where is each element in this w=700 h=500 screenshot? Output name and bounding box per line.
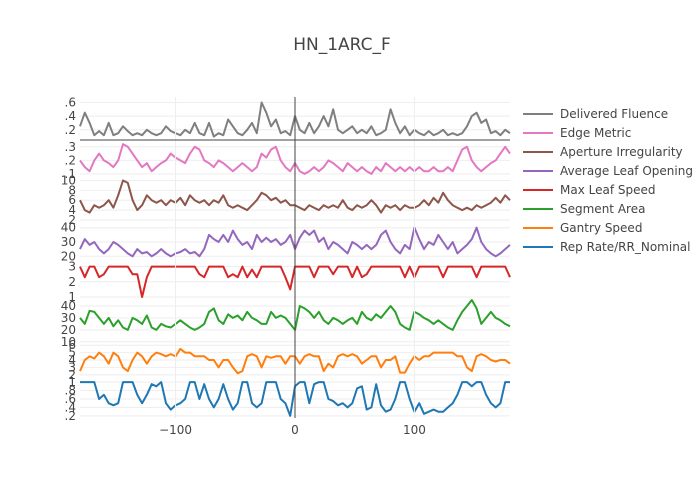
legend-item[interactable]: Aperture Irregularity	[523, 145, 683, 159]
y-tick-label: 4	[68, 203, 76, 217]
y-tick-label: 4	[68, 353, 76, 367]
legend-label: Max Leaf Speed	[560, 183, 656, 197]
y-tick-label: 20	[61, 323, 76, 337]
y-tick-label: 30	[61, 235, 76, 249]
x-tick-label: 0	[291, 423, 299, 437]
legend[interactable]: Delivered Fluence Edge Metric Aperture Irr…	[523, 107, 693, 254]
y-tick-label: 40	[61, 299, 76, 313]
legend-label: Delivered Fluence	[560, 107, 668, 121]
legend-label: Gantry Speed	[560, 221, 642, 235]
panel-rep-rate-rr-nominal: .2.4.6.81	[65, 375, 510, 423]
y-tick-label: 30	[61, 311, 76, 325]
y-tick-label: 1	[68, 375, 76, 389]
legend-label: Aperture Irregularity	[560, 145, 683, 159]
y-tick-label: 6	[68, 193, 76, 207]
panel-max-leaf-speed: 123	[68, 260, 511, 304]
y-tick-label: .6	[65, 392, 76, 406]
legend-item[interactable]: Edge Metric	[523, 126, 631, 140]
y-tick-label: .2	[65, 153, 76, 167]
y-tick-label: .8	[65, 384, 76, 398]
y-tick-label: 8	[68, 183, 76, 197]
y-tick-label: .3	[65, 140, 76, 154]
legend-item[interactable]: Segment Area	[523, 202, 645, 216]
legend-label: Edge Metric	[560, 126, 631, 140]
y-tick-label: 2	[68, 213, 76, 227]
y-tick-label: .4	[65, 109, 76, 123]
y-tick-label: 1	[68, 290, 76, 304]
y-tick-label: 10	[61, 335, 76, 349]
y-tick-label: .4	[65, 400, 76, 414]
legend-label: Rep Rate/RR_Nominal	[560, 240, 690, 254]
y-tick-label: 3	[68, 360, 76, 374]
y-tick-label: .6	[65, 95, 76, 109]
y-tick-label: 6	[68, 338, 76, 352]
x-tick-label: −100	[159, 423, 192, 437]
legend-item[interactable]: Average Leaf Opening	[523, 164, 693, 178]
x-tick-label: 100	[403, 423, 426, 437]
y-tick-label: 2	[68, 368, 76, 382]
y-tick-label: 10	[61, 173, 76, 187]
y-tick-label: 3	[68, 260, 76, 274]
legend-label: Average Leaf Opening	[560, 164, 693, 178]
y-tick-label: .1	[65, 167, 76, 181]
y-tick-label: 5	[68, 346, 76, 360]
y-tick-label: .2	[65, 123, 76, 137]
legend-label: Segment Area	[560, 202, 645, 216]
y-tick-label: 40	[61, 221, 76, 235]
legend-item[interactable]: Rep Rate/RR_Nominal	[523, 240, 690, 254]
y-tick-label: 2	[68, 275, 76, 289]
legend-item[interactable]: Gantry Speed	[523, 221, 642, 235]
legend-item[interactable]: Delivered Fluence	[523, 107, 668, 121]
y-tick-label: .2	[65, 409, 76, 423]
y-tick-label: 20	[61, 249, 76, 263]
legend-item[interactable]: Max Leaf Speed	[523, 183, 656, 197]
x-axis: −100 0 100	[80, 97, 510, 437]
chart-title: HN_1ARC_F	[293, 35, 391, 55]
